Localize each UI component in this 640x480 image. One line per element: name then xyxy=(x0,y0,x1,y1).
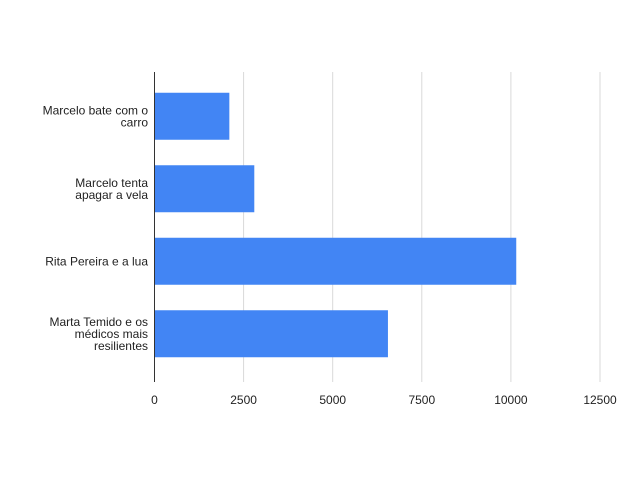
category-label-line: Rita Pereira e a lua xyxy=(45,254,148,268)
bar xyxy=(154,237,517,285)
x-tick-label: 5000 xyxy=(319,393,346,407)
x-tick-labels: 0 2500 5000 7500 10000 12500 xyxy=(151,393,617,407)
category-label-line: resilientes xyxy=(94,339,148,353)
category-label: Rita Pereira e a lua xyxy=(45,254,148,268)
x-tick-label: 0 xyxy=(151,393,158,407)
category-labels: Marcelo bate com o carro Marcelo tenta apag… xyxy=(43,103,149,353)
x-tick-label: 10000 xyxy=(494,393,528,407)
x-tick-label: 12500 xyxy=(583,393,617,407)
category-label-line: Marta Temido e os xyxy=(50,315,149,329)
category-label-line: carro xyxy=(121,115,149,129)
bars xyxy=(154,92,517,358)
category-label-line: Marcelo bate com o xyxy=(43,103,149,117)
bar xyxy=(154,92,230,140)
category-label: Marcelo bate com o carro xyxy=(43,103,149,129)
x-tick-label: 7500 xyxy=(408,393,435,407)
category-label-line: Marcelo tenta xyxy=(75,176,148,190)
x-tick-label: 2500 xyxy=(230,393,257,407)
category-label: Marta Temido e os médicos mais resilientes xyxy=(50,315,149,353)
bar xyxy=(154,310,388,358)
category-label: Marcelo tenta apagar a vela xyxy=(75,176,148,202)
category-label-line: apagar a vela xyxy=(75,188,148,202)
bar xyxy=(154,165,255,213)
category-label-line: médicos mais xyxy=(75,327,148,341)
